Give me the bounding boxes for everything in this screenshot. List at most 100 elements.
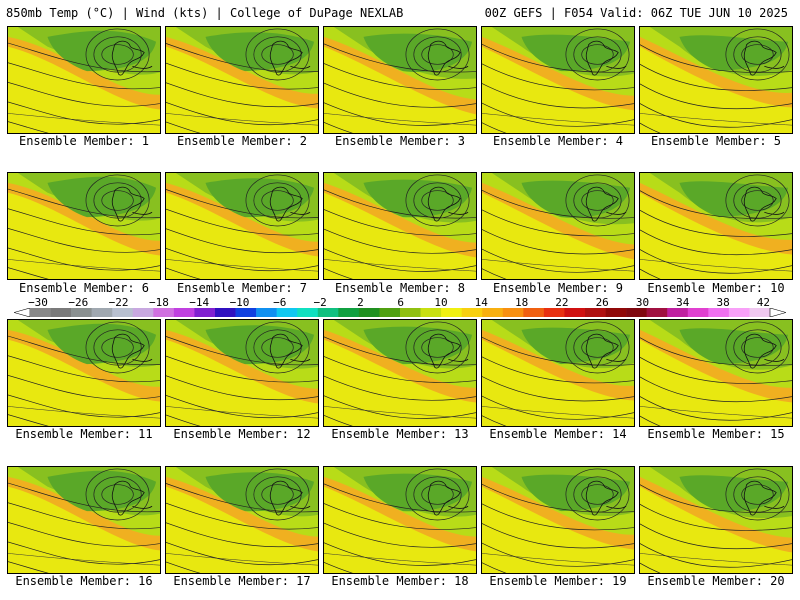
temperature-map	[8, 173, 160, 279]
height-contour	[166, 82, 318, 108]
colorbar-tick-label: −26	[68, 296, 89, 309]
height-contour	[640, 484, 792, 513]
low-pressure-contour	[413, 36, 462, 73]
ensemble-member-panel	[481, 172, 635, 280]
great-lakes-outline	[111, 480, 153, 516]
colorbar-segment	[543, 308, 565, 317]
colorbar-tick-label: 26	[595, 296, 609, 309]
height-contour	[640, 268, 661, 279]
ensemble-member-panel	[7, 319, 161, 427]
great-lakes-outline	[585, 480, 627, 516]
height-contour	[640, 249, 792, 274]
low-pressure-contour	[733, 476, 782, 513]
low-pressure-contour	[101, 337, 134, 358]
height-contour	[482, 122, 507, 133]
temperature-band	[363, 473, 473, 512]
height-contour	[8, 188, 160, 219]
colorbar-tick-label: 10	[434, 296, 448, 309]
run-info: 00Z GEFS | F054 Valid: 06Z TUE JUN 10 20…	[484, 6, 788, 20]
ensemble-member-panel	[323, 466, 477, 574]
height-contour	[324, 414, 354, 426]
height-contour	[482, 483, 634, 513]
ensemble-member-label: Ensemble Member: 9	[492, 281, 624, 295]
low-pressure-contour	[261, 190, 294, 211]
temperature-colorbar: −30 −26 −22 −18 −14 −10 −6 −2 2 6 10 14 18 22 26 30 34 38…	[14, 296, 786, 320]
colorbar-segment	[215, 308, 236, 317]
low-pressure-contour	[261, 337, 294, 358]
temperature-band	[482, 486, 634, 573]
height-contour	[482, 209, 634, 237]
ensemble-member-label: Ensemble Member: 5	[650, 134, 782, 148]
temperature-map	[166, 173, 318, 279]
height-contour	[482, 562, 507, 573]
temperature-band	[8, 192, 160, 279]
height-contour	[166, 541, 318, 566]
low-pressure-contour	[413, 476, 462, 513]
low-pressure-contour	[405, 28, 470, 81]
colorbar-tick-label: 34	[676, 296, 690, 309]
low-pressure-contour	[565, 174, 630, 227]
low-pressure-contour	[741, 190, 774, 211]
low-pressure-contour	[245, 321, 310, 374]
temperature-map	[324, 320, 476, 426]
colorbar-segment	[153, 308, 175, 317]
height-contour	[166, 208, 318, 236]
great-lakes-outline	[585, 186, 627, 222]
colorbar-segment	[687, 308, 709, 317]
low-pressure-contour	[733, 182, 782, 219]
temperature-map	[640, 467, 792, 573]
colorbar-tick-label: 30	[635, 296, 650, 309]
low-pressure-contour	[565, 468, 630, 521]
height-contour	[482, 189, 634, 219]
state-border	[482, 553, 634, 566]
low-pressure-contour	[565, 321, 630, 374]
colorbar-segment	[585, 308, 606, 317]
height-contour	[8, 355, 160, 383]
height-contour	[324, 561, 354, 573]
temperature-band	[640, 486, 792, 573]
colorbar-segment	[71, 308, 92, 317]
low-pressure-contour	[245, 468, 310, 521]
temperature-map	[640, 320, 792, 426]
colorbar-tick-label: −22	[108, 296, 129, 309]
great-lakes-outline	[585, 40, 627, 76]
great-lakes-outline	[427, 40, 469, 76]
height-contour	[640, 229, 792, 256]
temperature-band	[8, 46, 160, 133]
height-contour	[324, 356, 476, 383]
colorbar-segment	[605, 308, 627, 317]
colorbar-segment	[523, 308, 545, 317]
temperature-band	[482, 339, 634, 426]
height-contour	[482, 248, 634, 273]
height-contour	[640, 562, 661, 573]
ensemble-member-label: Ensemble Member: 13	[331, 427, 469, 441]
low-pressure-contour	[245, 174, 310, 227]
temperature-map	[8, 320, 160, 426]
colorbar-segment	[338, 308, 360, 317]
ensemble-member-panel	[639, 26, 793, 134]
height-contour	[166, 355, 318, 383]
low-pressure-contour	[405, 321, 470, 374]
low-pressure-contour	[85, 174, 150, 227]
height-contour	[166, 522, 318, 548]
great-lakes-outline	[585, 333, 627, 369]
height-contour	[8, 42, 160, 73]
height-contour	[324, 189, 476, 219]
great-lakes-outline	[427, 333, 469, 369]
temperature-band	[324, 192, 476, 279]
low-pressure-contour	[101, 190, 134, 211]
colorbar-tick-label: 2	[357, 296, 364, 309]
ensemble-member-label: Ensemble Member: 15	[647, 427, 785, 441]
temperature-map	[8, 27, 160, 133]
state-border	[324, 406, 476, 419]
height-contour	[482, 523, 634, 549]
height-contour	[482, 395, 634, 420]
great-lakes-outline	[743, 333, 785, 369]
colorbar-segment	[194, 308, 216, 317]
temperature-map	[324, 27, 476, 133]
height-contour	[482, 503, 634, 531]
height-contour	[324, 522, 476, 548]
height-contour	[640, 44, 792, 73]
state-border	[8, 553, 160, 566]
colorbar-segment	[420, 308, 442, 317]
